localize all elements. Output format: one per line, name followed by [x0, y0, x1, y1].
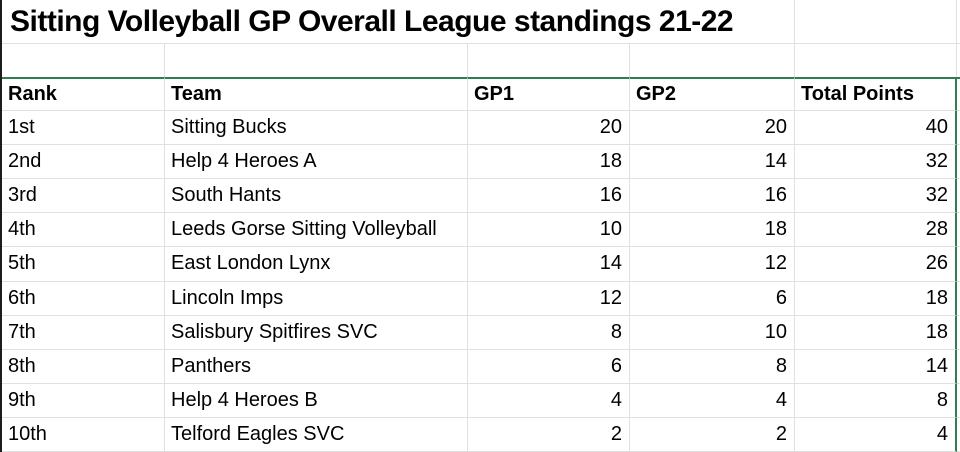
- team-cell[interactable]: Telford Eagles SVC: [165, 417, 468, 452]
- column-header-gp1[interactable]: GP1: [468, 77, 630, 112]
- team-cell[interactable]: Sitting Bucks: [165, 111, 468, 146]
- partial-column-cell: [957, 213, 960, 248]
- partial-column-cell: [957, 145, 960, 180]
- team-cell[interactable]: Salisbury Spitfires SVC: [165, 315, 468, 350]
- team-cell[interactable]: Panthers: [165, 349, 468, 384]
- gp1-cell[interactable]: 18: [468, 145, 630, 180]
- team-cell[interactable]: Help 4 Heroes A: [165, 145, 468, 180]
- rank-cell[interactable]: 9th: [2, 383, 165, 418]
- partial-column-cell: [957, 282, 960, 316]
- total-points-cell[interactable]: 32: [795, 145, 957, 180]
- partial-column-cell: [957, 179, 960, 214]
- gp2-cell[interactable]: 14: [630, 145, 795, 180]
- gp2-cell[interactable]: 12: [630, 247, 795, 282]
- rank-cell[interactable]: 2nd: [2, 145, 165, 180]
- gp1-cell[interactable]: 6: [468, 349, 630, 384]
- sheet-title-cell[interactable]: Sitting Volleyball GP Overall League sta…: [2, 0, 795, 44]
- team-cell[interactable]: Help 4 Heroes B: [165, 383, 468, 418]
- column-header-rank[interactable]: Rank: [2, 77, 165, 112]
- gp2-cell[interactable]: 10: [630, 315, 795, 350]
- partial-column-cell: [957, 247, 960, 282]
- rank-cell[interactable]: 5th: [2, 247, 165, 282]
- total-points-cell[interactable]: 18: [795, 281, 957, 316]
- total-points-cell[interactable]: 26: [795, 247, 957, 282]
- gp1-cell[interactable]: 14: [468, 247, 630, 282]
- empty-cell[interactable]: [630, 44, 795, 77]
- empty-cell[interactable]: [165, 44, 468, 77]
- gp2-cell[interactable]: 8: [630, 349, 795, 384]
- partial-column-cell: [957, 384, 960, 418]
- rank-cell[interactable]: 7th: [2, 315, 165, 350]
- gp1-cell[interactable]: 8: [468, 315, 630, 350]
- gp2-cell[interactable]: 16: [630, 179, 795, 214]
- rank-cell[interactable]: 3rd: [2, 179, 165, 214]
- gp2-cell[interactable]: 4: [630, 383, 795, 418]
- team-cell[interactable]: East London Lynx: [165, 247, 468, 282]
- gp2-cell[interactable]: 20: [630, 111, 795, 146]
- rank-cell[interactable]: 4th: [2, 213, 165, 248]
- total-points-cell[interactable]: 18: [795, 315, 957, 350]
- gp1-cell[interactable]: 2: [468, 417, 630, 452]
- empty-cell[interactable]: [468, 44, 630, 77]
- partial-column-cell: [957, 418, 960, 452]
- gp1-cell[interactable]: 4: [468, 383, 630, 418]
- column-header-gp2[interactable]: GP2: [630, 77, 795, 112]
- gp1-cell[interactable]: 20: [468, 111, 630, 146]
- team-cell[interactable]: South Hants: [165, 179, 468, 214]
- total-points-cell[interactable]: 32: [795, 179, 957, 214]
- partial-column-cell: [957, 111, 960, 146]
- gp1-cell[interactable]: 10: [468, 213, 630, 248]
- total-points-cell[interactable]: 40: [795, 111, 957, 146]
- partial-column-cell: [957, 77, 960, 112]
- partial-column-cell: [957, 316, 960, 350]
- column-header-team[interactable]: Team: [165, 77, 468, 112]
- title-row-cell-e[interactable]: [795, 0, 957, 44]
- gp2-cell[interactable]: 2: [630, 417, 795, 452]
- rank-cell[interactable]: 1st: [2, 111, 165, 146]
- gp2-cell[interactable]: 6: [630, 281, 795, 316]
- rank-cell[interactable]: 10th: [2, 417, 165, 452]
- total-points-cell[interactable]: 28: [795, 213, 957, 248]
- total-points-cell[interactable]: 8: [795, 383, 957, 418]
- total-points-cell[interactable]: 14: [795, 349, 957, 384]
- empty-cell[interactable]: [795, 44, 957, 77]
- rank-cell[interactable]: 8th: [2, 349, 165, 384]
- empty-cell[interactable]: [2, 44, 165, 77]
- team-cell[interactable]: Lincoln Imps: [165, 281, 468, 316]
- total-points-cell[interactable]: 4: [795, 417, 957, 452]
- gp1-cell[interactable]: 16: [468, 179, 630, 214]
- partial-column-cell: [957, 350, 960, 384]
- partial-column-cell: [957, 0, 960, 44]
- rank-cell[interactable]: 6th: [2, 281, 165, 316]
- column-header-total-points[interactable]: Total Points: [795, 77, 957, 112]
- gp1-cell[interactable]: 12: [468, 281, 630, 316]
- gp2-cell[interactable]: 18: [630, 213, 795, 248]
- team-cell[interactable]: Leeds Gorse Sitting Volleyball: [165, 213, 468, 248]
